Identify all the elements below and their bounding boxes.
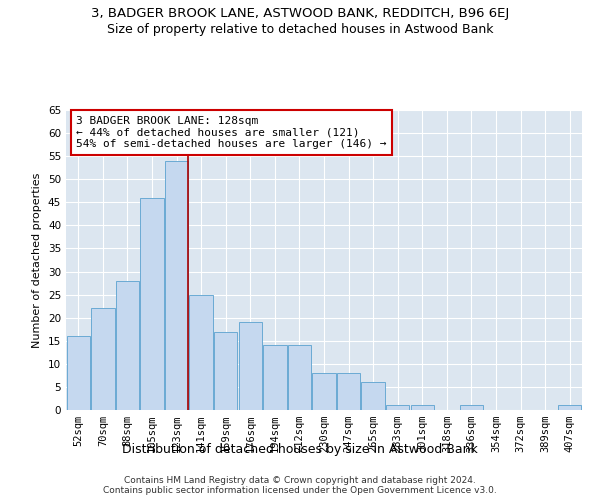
Bar <box>67 336 90 410</box>
Text: Contains HM Land Registry data © Crown copyright and database right 2024.
Contai: Contains HM Land Registry data © Crown c… <box>103 476 497 495</box>
Bar <box>386 406 409 410</box>
Bar <box>460 406 483 410</box>
Bar <box>288 346 311 410</box>
Bar <box>116 281 139 410</box>
Bar <box>214 332 238 410</box>
Bar <box>558 406 581 410</box>
Bar <box>361 382 385 410</box>
Text: 3, BADGER BROOK LANE, ASTWOOD BANK, REDDITCH, B96 6EJ: 3, BADGER BROOK LANE, ASTWOOD BANK, REDD… <box>91 8 509 20</box>
Text: Distribution of detached houses by size in Astwood Bank: Distribution of detached houses by size … <box>122 442 478 456</box>
Bar <box>313 373 335 410</box>
Bar <box>140 198 164 410</box>
Bar <box>165 161 188 410</box>
Y-axis label: Number of detached properties: Number of detached properties <box>32 172 43 348</box>
Bar <box>263 346 287 410</box>
Text: Size of property relative to detached houses in Astwood Bank: Size of property relative to detached ho… <box>107 22 493 36</box>
Bar <box>239 322 262 410</box>
Bar <box>91 308 115 410</box>
Bar <box>410 406 434 410</box>
Bar <box>337 373 360 410</box>
Bar <box>190 294 213 410</box>
Text: 3 BADGER BROOK LANE: 128sqm
← 44% of detached houses are smaller (121)
54% of se: 3 BADGER BROOK LANE: 128sqm ← 44% of det… <box>76 116 387 149</box>
